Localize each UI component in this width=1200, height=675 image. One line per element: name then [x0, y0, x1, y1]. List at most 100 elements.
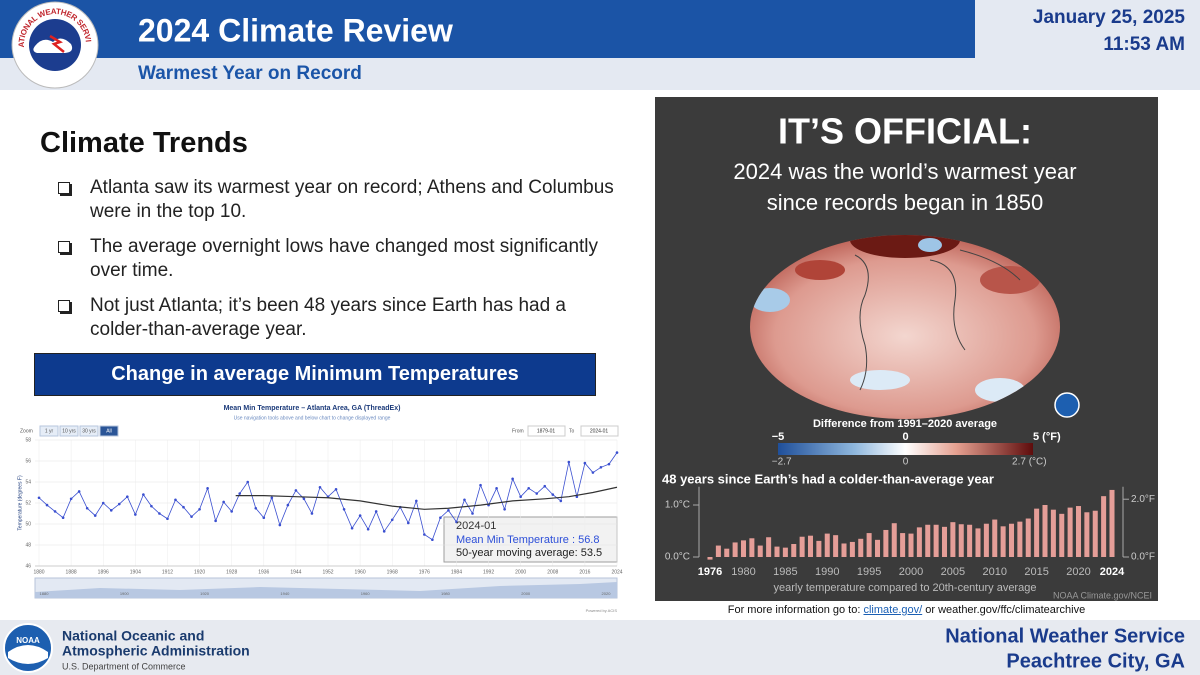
x-tick-label: 1896 — [98, 569, 109, 575]
x-tick-label: 1888 — [66, 569, 77, 575]
y-axis-label: Temperature (degrees F) — [17, 475, 23, 531]
zoom-label: Zoom — [20, 428, 33, 434]
data-point — [310, 512, 314, 515]
bullet: The average overnight lows have changed … — [58, 235, 618, 283]
x-axis-label: yearly temperature compared to 20th-cent… — [774, 582, 1037, 594]
bar — [866, 533, 872, 557]
bar — [1067, 507, 1073, 557]
zoom-button[interactable] — [99, 425, 119, 437]
data-point — [559, 499, 563, 503]
y-tick-label: 58 — [25, 437, 31, 443]
bar — [1008, 523, 1015, 557]
bar — [766, 537, 772, 557]
subhead: since records began in 1850 — [767, 190, 1043, 215]
x-tick-label: 2024 — [611, 569, 622, 575]
data-point — [471, 512, 474, 515]
bar — [925, 524, 931, 557]
infographic: IT’S OFFICIAL: 2024 was the world’s warm… — [655, 97, 1158, 601]
time: 11:53 AM — [1103, 34, 1185, 55]
tooltip-date: 2024-01 — [456, 520, 496, 532]
data-point — [535, 492, 539, 495]
navigator-label: 1980 — [441, 591, 451, 596]
data-point — [294, 489, 298, 492]
map-features — [750, 235, 1040, 402]
bar — [707, 557, 713, 560]
data-point — [45, 503, 49, 507]
zoom-button[interactable] — [79, 425, 99, 437]
bar — [740, 540, 747, 557]
data-point — [527, 487, 530, 490]
y-tick-label: 52 — [25, 500, 31, 506]
line-chart: Mean Min Temperature – Atlanta Area, GA … — [15, 400, 625, 615]
title-band — [0, 0, 975, 58]
navigator-label: 1940 — [280, 591, 290, 596]
nws-logo-bolt — [49, 34, 65, 53]
caption-text: For more information go to: — [727, 604, 864, 616]
x-tick-label: 1990 — [815, 566, 839, 578]
y-tick-label: 46 — [25, 563, 31, 569]
date: January 25, 2025 — [1033, 7, 1186, 28]
x-tick-label: 2015 — [1024, 566, 1048, 578]
x-tick-label: 2005 — [941, 566, 965, 578]
x-tick-label: 2008 — [547, 569, 558, 575]
x-tick-label: 1976 — [419, 569, 430, 575]
from-input[interactable] — [527, 425, 566, 437]
navigator-label: 2000 — [521, 591, 531, 596]
bar — [1084, 512, 1090, 557]
zoom-button[interactable] — [59, 425, 79, 437]
x-tick-label: 1920 — [194, 569, 205, 575]
department: U.S. Department of Commerce — [62, 661, 186, 671]
y-tick-label: 1.0°C — [665, 500, 690, 511]
colorbar — [778, 443, 1033, 455]
data-point — [117, 502, 121, 506]
credit: NOAA Climate.gov/NCEI — [1053, 590, 1152, 600]
data-point — [61, 516, 65, 519]
agency-name: Atmospheric Administration — [62, 643, 250, 659]
data-point — [406, 521, 410, 525]
bar — [1050, 509, 1056, 557]
bullet-text: Not just Atlanta; it’s been 48 years sin… — [90, 295, 566, 340]
data-point — [567, 460, 571, 464]
chart-title: Mean Min Temperature – Atlanta Area, GA … — [224, 405, 401, 412]
bar — [724, 548, 730, 557]
x-tick-label: 1984 — [451, 569, 462, 575]
y-tick-label: 48 — [25, 542, 31, 548]
x-tick-label: 1952 — [322, 569, 333, 575]
bar — [799, 536, 805, 557]
data-point — [374, 510, 378, 513]
noaa-logo-wave — [8, 645, 48, 664]
x-tick-label: 1880 — [33, 569, 44, 575]
data-point — [93, 514, 97, 517]
data-point — [174, 498, 177, 502]
bar — [900, 533, 906, 557]
data-point — [503, 508, 506, 511]
data-point — [126, 495, 129, 499]
data-point — [302, 497, 306, 501]
x-tick-label: 1968 — [387, 569, 398, 575]
bar — [774, 546, 780, 557]
caption-link[interactable]: climate.gov/ — [863, 604, 923, 616]
bullet: Atlanta saw its warmest year on record; … — [58, 176, 618, 224]
colorbar-c-label: 0 — [903, 457, 909, 468]
data-point — [575, 495, 579, 499]
office-name: National Weather Service — [945, 625, 1185, 647]
tooltip — [443, 516, 618, 563]
x-tick-label: 1985 — [773, 566, 797, 578]
navigator-area — [35, 582, 617, 598]
data-point — [166, 517, 169, 521]
to-input[interactable] — [580, 425, 619, 437]
y-tick-label: 56 — [25, 458, 31, 464]
data-point — [350, 526, 354, 530]
bar — [849, 541, 855, 557]
zoom-button[interactable] — [39, 425, 59, 437]
data-point — [318, 485, 322, 489]
bullet-text: The average overnight lows have changed … — [90, 236, 599, 281]
bar — [757, 545, 763, 557]
data-point — [455, 520, 458, 524]
bar — [1075, 506, 1082, 557]
bar — [983, 523, 989, 557]
x-tick-label: 2020 — [1066, 566, 1090, 578]
agency-name: National Oceanic and — [62, 628, 204, 644]
bar — [933, 524, 939, 557]
